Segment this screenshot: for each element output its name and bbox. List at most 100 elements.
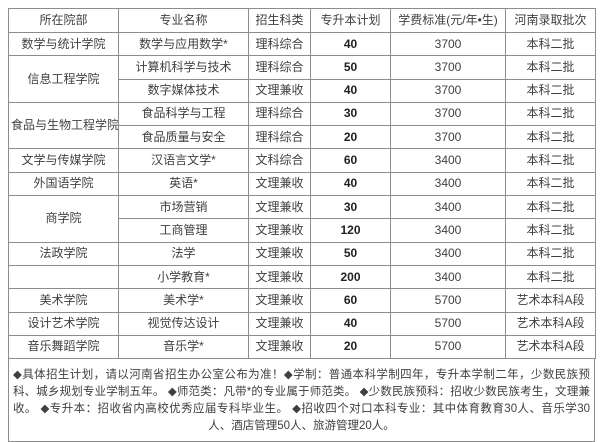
batch-cell: 本科二批 — [505, 101, 596, 127]
dept-cell: 美术学院 — [8, 288, 119, 313]
major-cell: 数学与应用数学* — [118, 31, 249, 57]
header-row: 所在院部 专业名称 招生科类 专升本计划 学费标准(元/年•生) 河南录取批次 — [8, 8, 596, 33]
plan-cell: 50 — [310, 55, 391, 80]
major-cell: 市场营销 — [118, 195, 249, 220]
dept-cell: 商学院 — [8, 195, 119, 243]
plan-cell: 40 — [310, 311, 391, 336]
dept-cell: 数学与统计学院 — [8, 31, 119, 57]
fee-cell: 3400 — [390, 264, 506, 290]
plan-cell: 40 — [310, 171, 391, 197]
major-cell: 视觉传达设计 — [118, 311, 249, 336]
dept-cell: 食品与生物工程学院 — [8, 101, 119, 150]
dept-cell: 文学与传媒学院 — [8, 148, 119, 173]
major-cell: 计算机科学与技术 — [118, 55, 249, 80]
category-cell: 文科综合 — [248, 148, 311, 173]
col-header-category: 招生科类 — [248, 8, 311, 33]
major-cell: 英语* — [118, 171, 249, 197]
batch-cell: 本科二批 — [505, 218, 596, 243]
table-row: 工商管理 文理兼收 120 3400 本科二批 — [9, 218, 596, 243]
table-row: 数学与统计学院 数学与应用数学* 理科综合 40 3700 本科二批 — [8, 31, 596, 57]
batch-cell: 本科二批 — [505, 148, 596, 173]
table-row: 小学教育* 文理兼收 200 3400 本科二批 — [8, 264, 596, 290]
major-cell: 汉语言文学* — [118, 148, 249, 173]
category-cell: 文理兼收 — [248, 241, 311, 266]
plan-cell: 30 — [310, 101, 391, 127]
table-row: 信息工程学院 计算机科学与技术 理科综合 50 3700 本科二批 — [8, 55, 596, 103]
fee-cell: 5700 — [390, 311, 506, 336]
table-row: 法政学院 法学 文理兼收 50 3400 本科二批 — [8, 241, 596, 266]
table-row: 数字媒体技术 文理兼收 40 3700 本科二批 — [9, 78, 596, 103]
batch-cell: 艺术本科A段 — [505, 334, 596, 360]
major-cell: 小学教育* — [118, 264, 249, 290]
batch-cell: 本科二批 — [505, 125, 596, 150]
major-cell: 法学 — [118, 241, 249, 266]
batch-cell: 本科二批 — [505, 264, 596, 290]
dept-cell: 信息工程学院 — [8, 55, 119, 103]
dept-cell-empty — [8, 264, 119, 290]
dept-cell: 音乐舞蹈学院 — [8, 334, 119, 360]
plan-cell: 60 — [310, 148, 391, 173]
col-header-fee: 学费标准(元/年•生) — [390, 8, 506, 33]
fee-cell: 3700 — [390, 55, 506, 80]
plan-cell: 50 — [310, 241, 391, 266]
fee-cell: 3700 — [390, 78, 506, 103]
batch-cell: 艺术本科A段 — [505, 311, 596, 336]
major-cell: 美术学* — [118, 288, 249, 313]
category-cell: 文理兼收 — [248, 78, 311, 103]
category-cell: 文理兼收 — [248, 171, 311, 197]
batch-cell: 本科二批 — [505, 171, 596, 197]
plan-cell: 20 — [310, 125, 391, 150]
plan-cell: 30 — [310, 195, 391, 220]
fee-cell: 3400 — [390, 148, 506, 173]
category-cell: 文理兼收 — [248, 218, 311, 243]
fee-cell: 5700 — [390, 334, 506, 360]
table-row: 文学与传媒学院 汉语言文学* 文科综合 60 3400 本科二批 — [8, 148, 596, 173]
batch-cell: 本科二批 — [505, 31, 596, 57]
category-cell: 文理兼收 — [248, 195, 311, 220]
category-cell: 理科综合 — [248, 125, 311, 150]
col-header-major: 专业名称 — [118, 8, 249, 33]
fee-cell: 3400 — [390, 218, 506, 243]
major-cell: 数字媒体技术 — [118, 78, 249, 103]
col-header-plan: 专升本计划 — [310, 8, 391, 33]
batch-cell: 本科二批 — [505, 78, 596, 103]
fee-cell: 5700 — [390, 288, 506, 313]
col-header-dept: 所在院部 — [8, 8, 119, 33]
admissions-plan-page: 所在院部 专业名称 招生科类 专升本计划 学费标准(元/年•生) 河南录取批次 … — [8, 8, 596, 442]
table-row: 商学院 市场营销 文理兼收 30 3400 本科二批 — [8, 195, 596, 243]
batch-cell: 本科二批 — [505, 55, 596, 80]
col-header-batch: 河南录取批次 — [505, 8, 596, 33]
major-cell: 音乐学* — [118, 334, 249, 360]
table-row: 设计艺术学院 视觉传达设计 文理兼收 40 5700 艺术本科A段 — [8, 311, 596, 336]
admissions-table: 所在院部 专业名称 招生科类 专升本计划 学费标准(元/年•生) 河南录取批次 … — [8, 8, 596, 360]
fee-cell: 3700 — [390, 101, 506, 127]
category-cell: 理科综合 — [248, 31, 311, 57]
category-cell: 文理兼收 — [248, 334, 311, 360]
fee-cell: 3700 — [390, 31, 506, 57]
dept-cell: 法政学院 — [8, 241, 119, 266]
plan-cell: 20 — [310, 334, 391, 360]
plan-cell: 40 — [310, 78, 391, 103]
plan-cell: 120 — [310, 218, 391, 243]
category-cell: 文理兼收 — [248, 288, 311, 313]
plan-cell: 40 — [310, 31, 391, 57]
fee-cell: 3400 — [390, 241, 506, 266]
dept-cell: 设计艺术学院 — [8, 311, 119, 336]
category-cell: 文理兼收 — [248, 264, 311, 290]
category-cell: 文理兼收 — [248, 311, 311, 336]
table-row: 音乐舞蹈学院 音乐学* 文理兼收 20 5700 艺术本科A段 — [8, 334, 596, 360]
category-cell: 理科综合 — [248, 101, 311, 127]
table-row: 食品质量与安全 理科综合 20 3700 本科二批 — [9, 125, 596, 150]
fee-cell: 3700 — [390, 125, 506, 150]
category-cell: 理科综合 — [248, 55, 311, 80]
major-cell: 工商管理 — [118, 218, 249, 243]
dept-cell: 外国语学院 — [8, 171, 119, 197]
plan-cell: 200 — [310, 264, 391, 290]
major-cell: 食品质量与安全 — [118, 125, 249, 150]
table-row: 美术学院 美术学* 文理兼收 60 5700 艺术本科A段 — [8, 288, 596, 313]
footnotes: ◆具体招生计划，请以河南省招生办公室公布为准！◆学制：普通本科学制四年，专升本学… — [8, 359, 595, 442]
major-cell: 食品科学与工程 — [118, 101, 249, 127]
batch-cell: 本科二批 — [505, 241, 596, 266]
batch-cell: 艺术本科A段 — [505, 288, 596, 313]
fee-cell: 3400 — [390, 195, 506, 220]
